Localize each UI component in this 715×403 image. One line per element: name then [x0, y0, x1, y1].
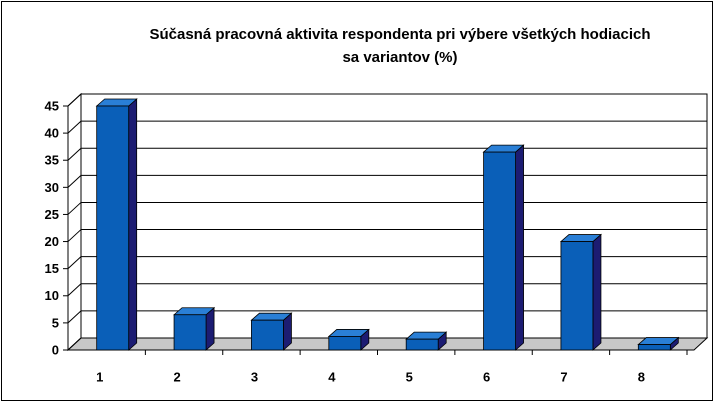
y-tick-label: 35 [45, 153, 59, 168]
grid-line [67, 310, 82, 324]
y-tick-label: 25 [45, 207, 59, 222]
x-tick-label: 4 [328, 369, 336, 384]
bar [637, 344, 671, 351]
x-tick-label: 6 [483, 369, 490, 384]
grid-line [67, 229, 82, 242]
bar [173, 314, 207, 351]
bar [328, 336, 362, 351]
bar-side [515, 144, 524, 351]
y-tick-label: 5 [52, 315, 59, 330]
y-tick-label: 40 [45, 126, 59, 141]
bar [560, 241, 594, 351]
bar [251, 319, 284, 351]
bar [405, 338, 439, 351]
y-tick-label: 30 [45, 180, 59, 195]
grid-line [67, 174, 82, 188]
x-tick-label: 1 [96, 369, 103, 384]
bar-side [592, 233, 602, 351]
y-tick-label: 45 [45, 98, 59, 113]
grid-line [67, 120, 82, 134]
chart-title: Súčasná pracovná aktivita respondenta pr… [149, 26, 650, 43]
x-tick-label: 5 [406, 369, 413, 384]
y-tick-label: 10 [45, 288, 59, 303]
x-tick-label: 8 [638, 369, 645, 384]
grid-line [67, 202, 82, 215]
grid-line [67, 283, 82, 297]
bar [96, 105, 130, 351]
grid-line [67, 93, 82, 107]
x-tick-label: 3 [251, 369, 258, 384]
grid-line [67, 256, 82, 270]
y-tick-label: 15 [45, 261, 59, 276]
floor [66, 337, 709, 351]
y-tick-label: 0 [52, 342, 59, 357]
left-wall [67, 92, 82, 352]
x-tick-label: 2 [173, 369, 180, 384]
y-tick-label: 20 [45, 234, 59, 249]
grid-line [67, 147, 82, 161]
grid-line [67, 337, 82, 351]
bar [483, 151, 516, 351]
x-tick-label: 7 [560, 369, 567, 384]
bar-side [128, 98, 138, 351]
back-wall [80, 93, 708, 339]
chart-title: sa variantov (%) [342, 49, 457, 66]
